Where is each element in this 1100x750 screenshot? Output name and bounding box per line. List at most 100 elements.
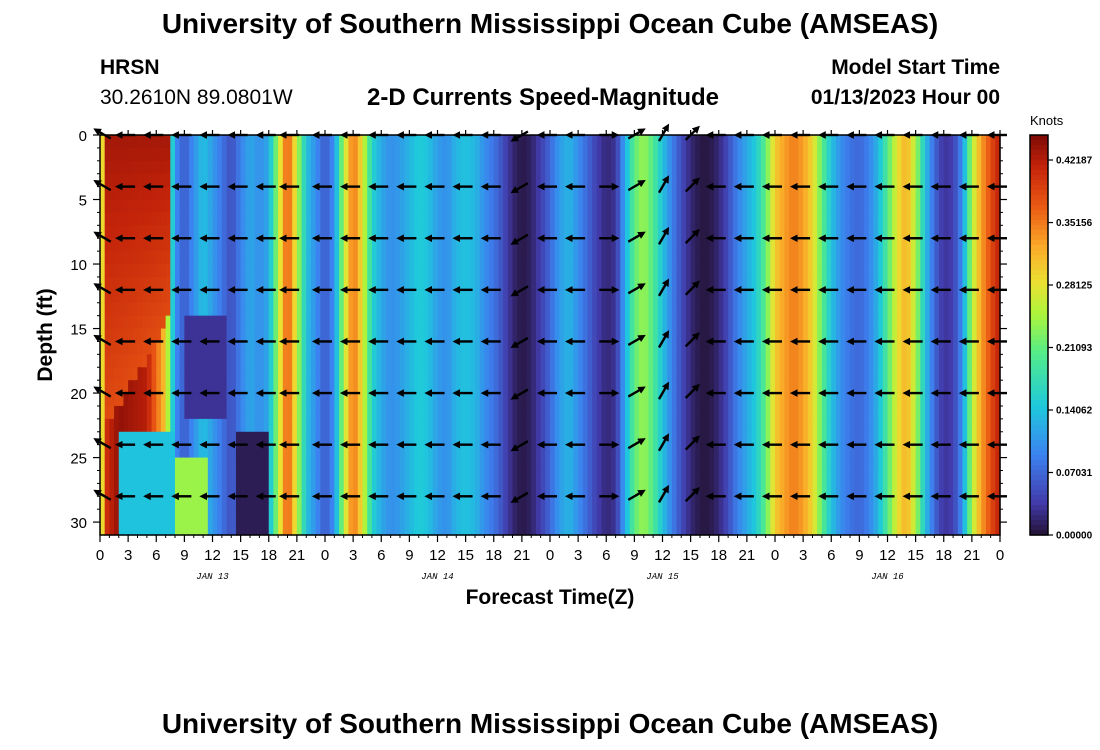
heatmap-cell <box>779 225 785 239</box>
heatmap-cell <box>231 289 237 304</box>
heatmap-cell <box>259 522 265 536</box>
heatmap-cell <box>503 522 509 536</box>
heatmap-cell <box>578 341 584 355</box>
heatmap-cell <box>798 160 804 175</box>
heatmap-cell <box>610 289 617 304</box>
heatmap-cell <box>306 457 312 472</box>
heatmap-cell <box>671 160 678 175</box>
heatmap-cell <box>709 341 715 355</box>
heatmap-cell <box>667 225 673 239</box>
heatmap-cell <box>573 380 579 394</box>
heatmap-cell <box>695 470 701 484</box>
heatmap-cell <box>793 225 800 239</box>
heatmap-cell <box>685 302 692 317</box>
heatmap-cell <box>625 135 631 149</box>
heatmap-cell <box>695 418 701 433</box>
heatmap-cell <box>414 160 420 175</box>
heatmap-cell <box>484 405 490 420</box>
heatmap-cell <box>690 354 696 368</box>
heatmap-cell <box>634 251 640 265</box>
heatmap-cell <box>507 276 514 291</box>
heatmap-cell <box>339 418 345 433</box>
heatmap-cell <box>184 457 190 472</box>
heatmap-cell <box>325 496 331 510</box>
heatmap-cell <box>629 405 635 420</box>
heatmap-cell <box>564 496 570 510</box>
heatmap-cell <box>807 483 814 497</box>
heatmap-cell <box>460 238 467 252</box>
heatmap-cell <box>339 160 345 175</box>
heatmap-cell <box>568 199 575 214</box>
heatmap-cell <box>475 315 481 330</box>
heatmap-cell <box>601 405 607 420</box>
heatmap-cell <box>540 212 546 226</box>
heatmap-cell <box>498 264 504 278</box>
heatmap-cell <box>756 444 762 459</box>
heatmap-cell <box>432 393 439 407</box>
heatmap-cell <box>676 444 682 459</box>
heatmap-cell <box>175 251 181 265</box>
heatmap-cell <box>592 289 598 304</box>
heatmap-cell <box>653 251 659 265</box>
heatmap-cell <box>526 276 532 291</box>
heatmap-cell <box>606 431 612 446</box>
heatmap-cell <box>278 470 284 484</box>
heatmap-cell <box>592 522 598 536</box>
heatmap-cell <box>446 393 453 407</box>
heatmap-cell <box>315 405 321 420</box>
heatmap-cell <box>521 302 528 317</box>
heatmap-cell <box>770 173 776 188</box>
heatmap-cell <box>217 264 223 278</box>
heatmap-cell <box>451 160 457 175</box>
heatmap-cell <box>310 341 317 355</box>
heatmap-cell <box>250 444 256 459</box>
heatmap-cell <box>470 328 476 343</box>
heatmap-cell <box>315 431 321 446</box>
heatmap-cell <box>123 393 129 407</box>
heatmap-cell <box>601 212 607 226</box>
heatmap-cell <box>226 444 232 459</box>
heatmap-cell <box>357 160 364 175</box>
heatmap-cell <box>451 238 457 252</box>
heatmap-cell <box>189 160 195 175</box>
heatmap-cell <box>657 225 664 239</box>
heatmap-cell <box>606 199 612 214</box>
heatmap-cell <box>460 160 467 175</box>
heatmap-cell <box>325 522 331 536</box>
heatmap-cell <box>507 367 514 381</box>
heatmap-cell <box>226 483 232 497</box>
heatmap-cell <box>610 509 617 523</box>
heatmap-cell <box>507 418 514 433</box>
heatmap-cell <box>704 289 710 304</box>
heatmap-cell <box>803 418 809 433</box>
heatmap-cell <box>465 328 471 343</box>
heatmap-cell <box>812 173 818 188</box>
heatmap-cell <box>493 238 500 252</box>
heatmap-cell <box>512 509 518 523</box>
heatmap-cell <box>231 160 237 175</box>
heatmap-cell <box>573 367 579 381</box>
heatmap-cell <box>414 522 420 536</box>
heatmap-cell <box>831 251 837 265</box>
heatmap-cell <box>779 457 785 472</box>
heatmap-cell <box>226 522 232 536</box>
heatmap-cell <box>357 315 364 330</box>
heatmap-cell <box>596 444 603 459</box>
heatmap-cell <box>235 380 242 394</box>
heatmap-cell <box>578 457 584 472</box>
heatmap-cell <box>442 225 448 239</box>
heatmap-cell <box>671 405 678 420</box>
heatmap-cell <box>521 173 528 188</box>
heatmap-cell <box>385 496 392 510</box>
heatmap-cell <box>676 457 682 472</box>
heatmap-cell <box>634 470 640 484</box>
heatmap-cell <box>325 238 331 252</box>
heatmap-cell <box>250 289 256 304</box>
heatmap-cell <box>442 354 448 368</box>
heatmap-cell <box>212 160 218 175</box>
heatmap-cell <box>568 135 575 149</box>
heatmap-cell <box>498 444 504 459</box>
heatmap-cell <box>662 199 668 214</box>
heatmap-cell <box>479 276 485 291</box>
heatmap-cell <box>278 522 284 536</box>
